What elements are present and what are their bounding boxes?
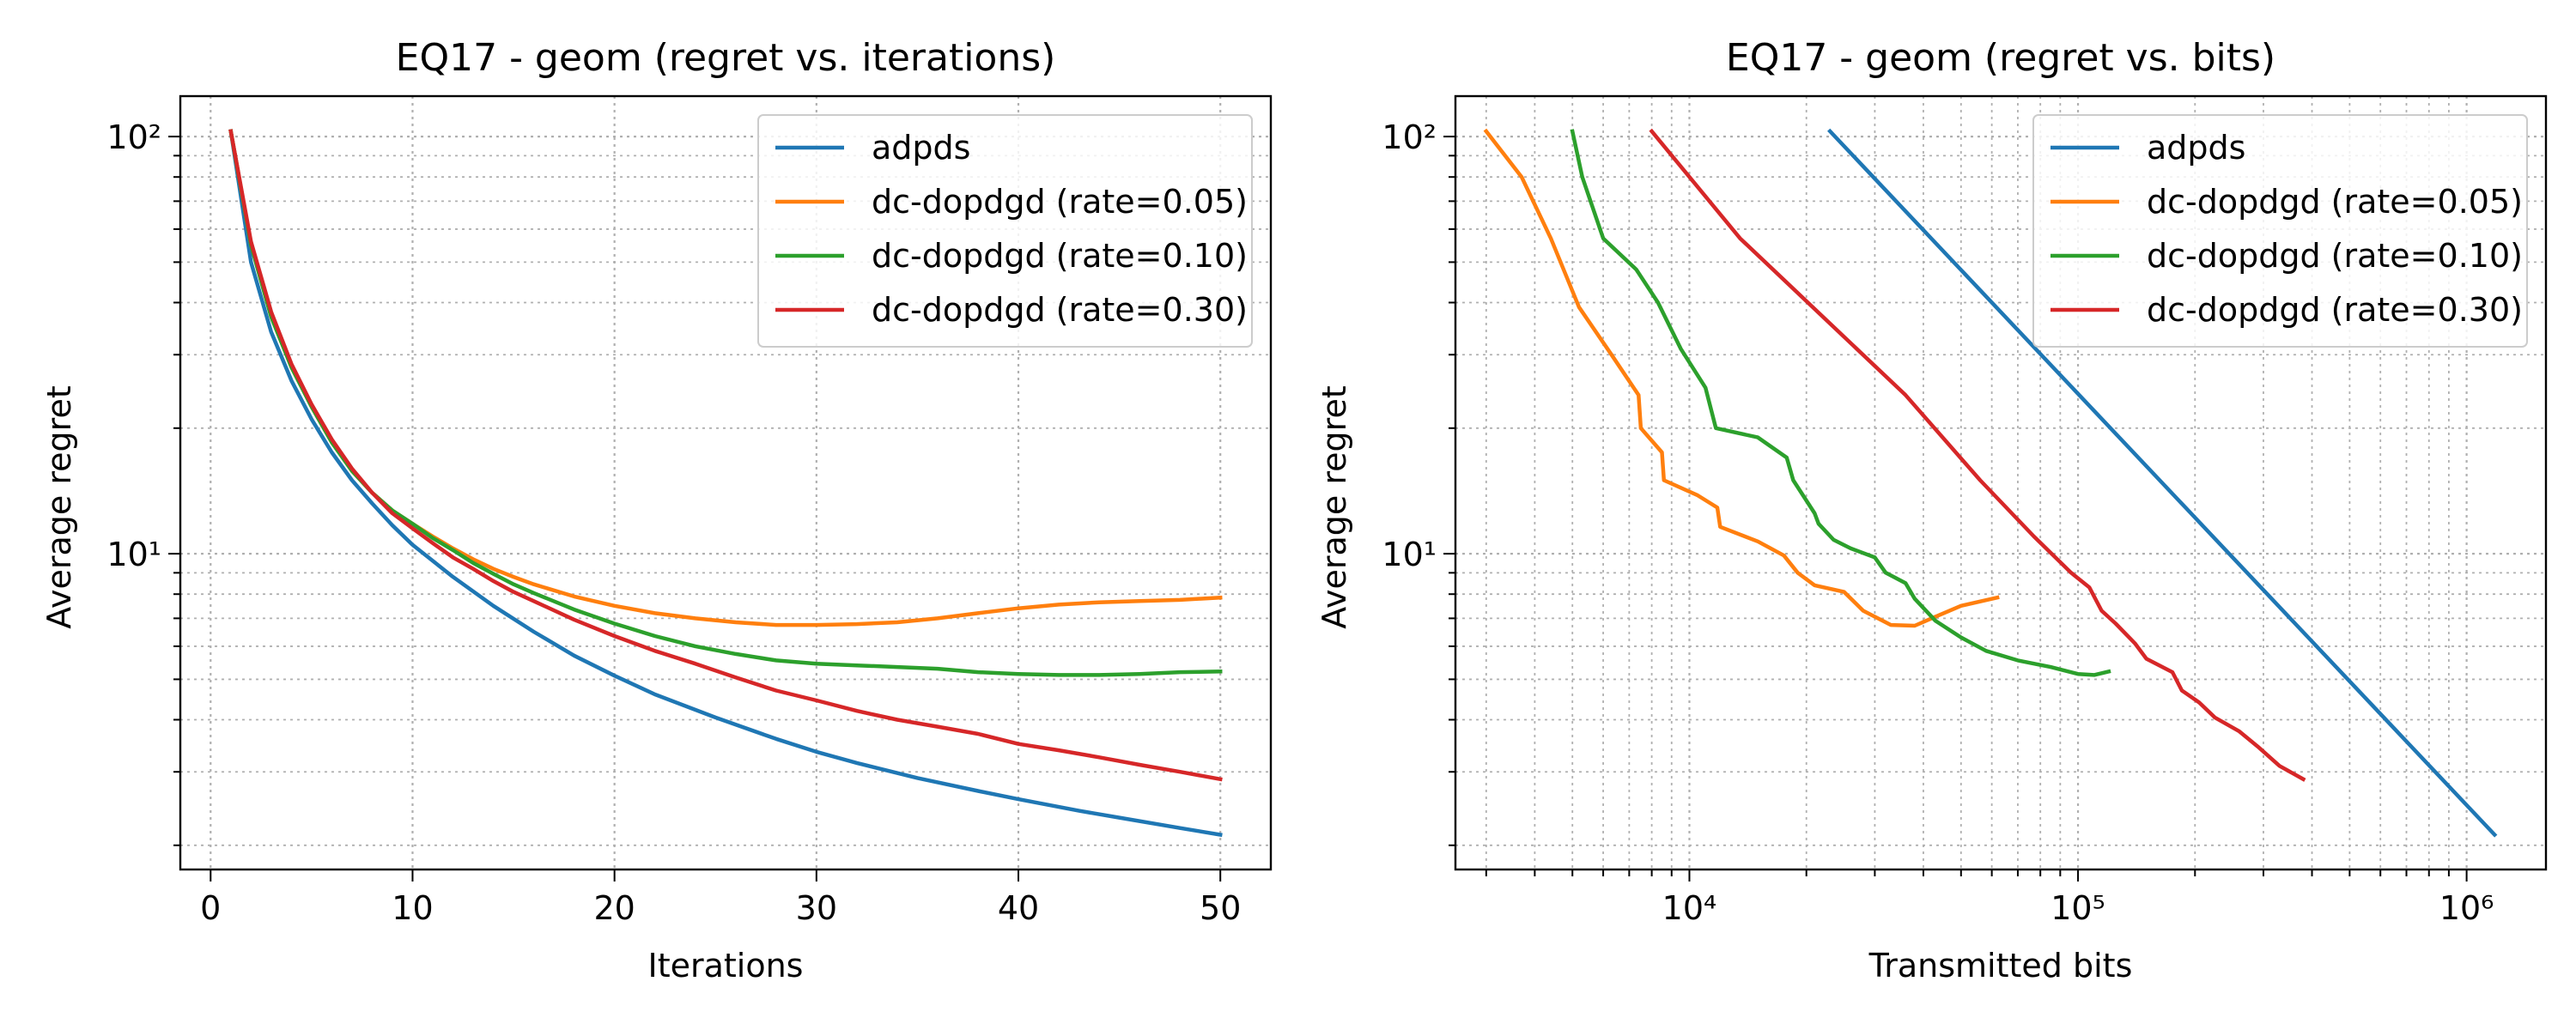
grid [1443, 96, 2546, 882]
legend-box [2032, 114, 2528, 348]
series-line-4 [1649, 128, 2306, 782]
legend: adpds dc-dopdgd (rate=0.05) dc-dopdgd (rat… [2032, 114, 2528, 348]
series-group [228, 129, 1223, 838]
legend-label: dc-dopdgd (rate=0.10) [2147, 237, 2523, 275]
x-tick-label: 20 [593, 889, 635, 927]
axes-frame [1454, 94, 2548, 871]
x-axis-label: Iterations [648, 947, 804, 985]
x-tick-label: 10⁵ [2050, 889, 2105, 927]
legend-label: dc-dopdgd (rate=0.30) [2147, 291, 2523, 329]
x-axis-label: Transmitted bits [1868, 947, 2133, 985]
x-tick-label: 30 [796, 889, 837, 927]
y-axis-label: Average regret [1315, 385, 1353, 628]
legend-label: adpds [872, 129, 970, 167]
series-line-3 [1570, 129, 2111, 677]
x-tick-label: 0 [200, 889, 221, 927]
y-axis-label: Average regret [40, 385, 78, 628]
legend-label: adpds [2147, 129, 2245, 167]
series-line-4 [228, 129, 1223, 782]
x-tick-label: 10⁶ [2439, 889, 2494, 927]
series-line-1 [228, 129, 1223, 838]
legend-label: dc-dopdgd (rate=0.30) [872, 291, 1248, 329]
legend-label: dc-dopdgd (rate=0.10) [872, 237, 1248, 275]
x-tick-label: 10⁴ [1662, 889, 1717, 927]
y-tick-label: 10² [1382, 118, 1437, 156]
chart-panel-iterations: EQ17 - geom (regret vs. iterations) Iter… [40, 36, 1273, 985]
x-tick-label: 50 [1200, 889, 1241, 927]
legend-label: dc-dopdgd (rate=0.05) [872, 183, 1248, 221]
y-tick-label: 10¹ [1382, 536, 1437, 573]
y-tick-label: 10¹ [106, 536, 161, 573]
series-line-2 [1483, 128, 2000, 628]
legend: adpds dc-dopdgd (rate=0.05) dc-dopdgd (rat… [757, 114, 1253, 348]
legend-label: dc-dopdgd (rate=0.05) [2147, 183, 2523, 221]
x-tick-label: 40 [998, 889, 1039, 927]
series-line-1 [1827, 128, 2498, 838]
chart-title: EQ17 - geom (regret vs. bits) [1726, 36, 2275, 80]
axes-frame [179, 94, 1273, 871]
legend-box [757, 114, 1253, 348]
y-tick-label: 10² [106, 118, 161, 156]
chart-title: EQ17 - geom (regret vs. iterations) [396, 36, 1056, 80]
series-group [1483, 128, 2498, 838]
x-tick-label: 10 [392, 889, 433, 927]
chart-panel-bits: EQ17 - geom (regret vs. bits) Transmitte… [1315, 36, 2548, 985]
